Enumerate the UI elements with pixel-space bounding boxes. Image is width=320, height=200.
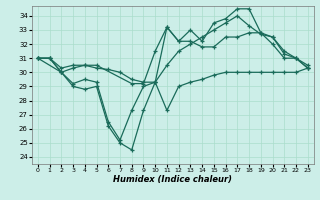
X-axis label: Humidex (Indice chaleur): Humidex (Indice chaleur)	[113, 175, 232, 184]
